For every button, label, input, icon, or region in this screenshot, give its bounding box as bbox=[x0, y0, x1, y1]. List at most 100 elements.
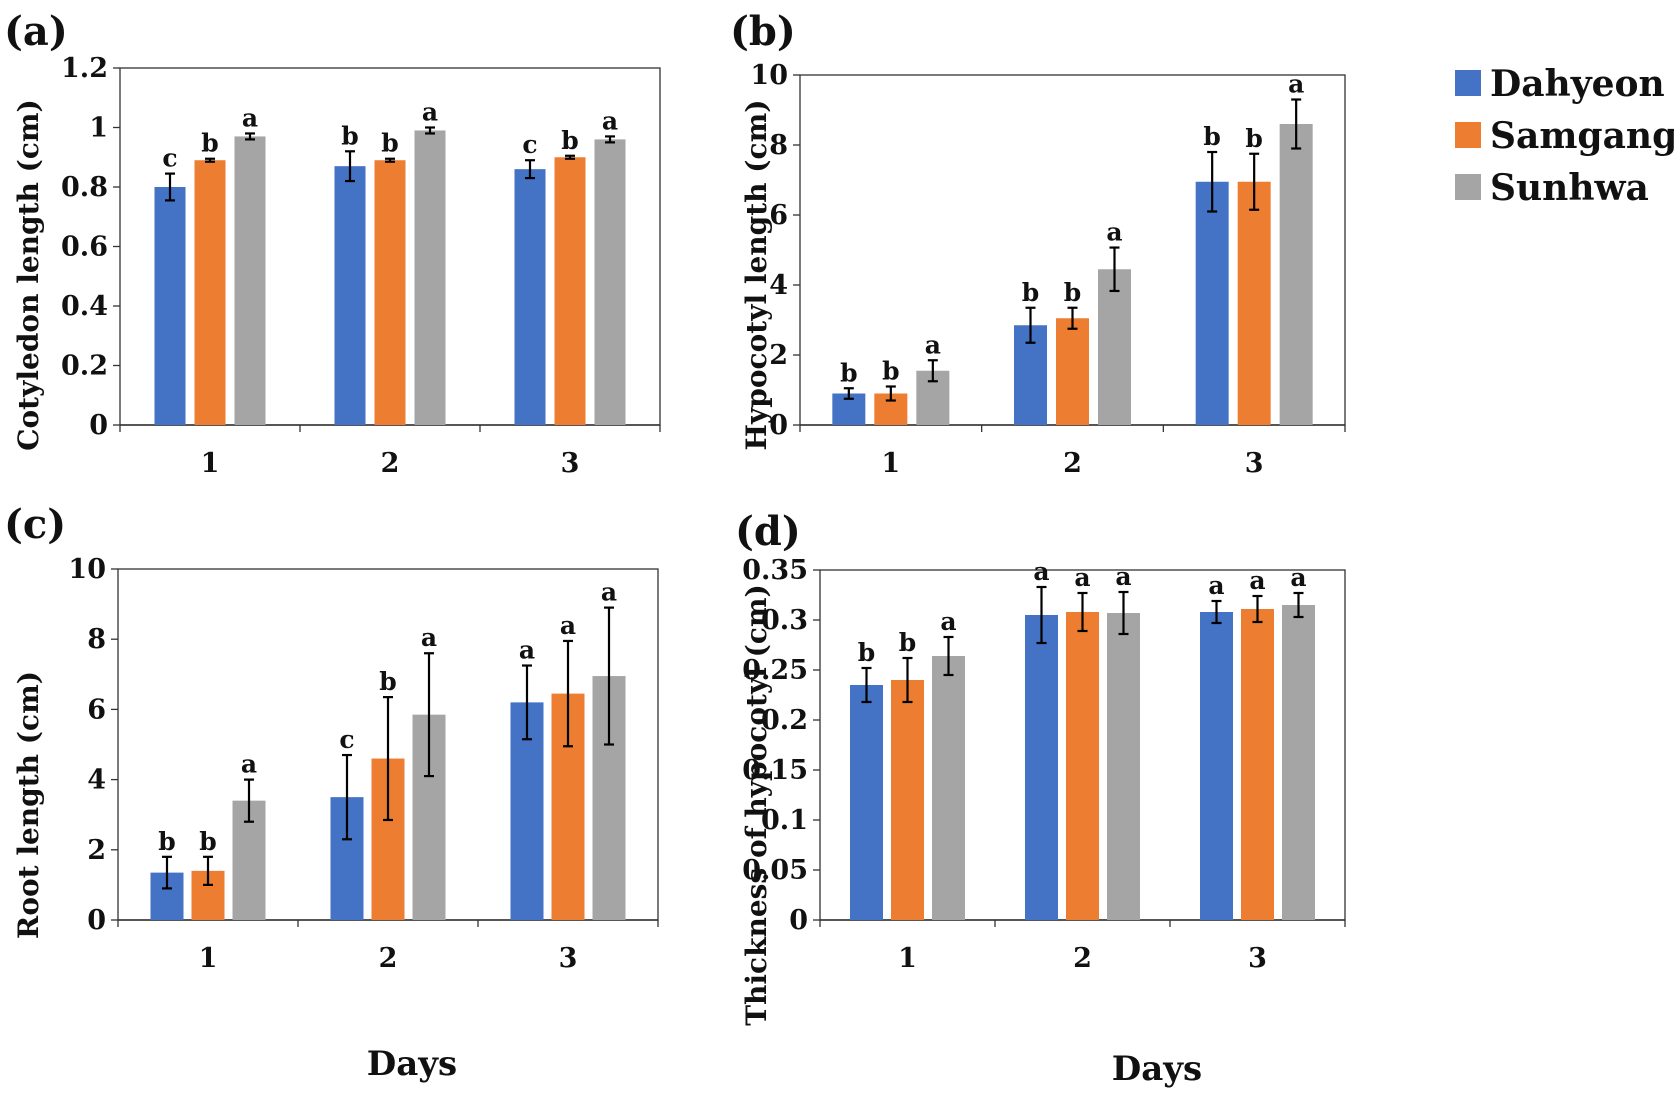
x-tick-label: 2 bbox=[1073, 943, 1092, 974]
significance-letter: b bbox=[379, 667, 396, 696]
significance-letter: c bbox=[162, 144, 177, 173]
y-tick-label: 0 bbox=[87, 905, 106, 936]
significance-letter: a bbox=[940, 607, 956, 636]
legend-label-samgang: Samgang bbox=[1490, 115, 1674, 157]
y-tick-label: 10 bbox=[750, 60, 788, 91]
bar-dahyeon bbox=[1200, 612, 1233, 920]
significance-letter: a bbox=[1115, 562, 1131, 591]
legend-swatch-sunhwa bbox=[1455, 174, 1481, 200]
bar-dahyeon bbox=[334, 166, 366, 426]
significance-letter: a bbox=[1106, 218, 1122, 247]
x-tick-label: 1 bbox=[199, 943, 218, 974]
y-tick-label: 10 bbox=[68, 554, 106, 585]
y-tick-label: 0 bbox=[89, 410, 108, 441]
y-tick-label: 0.8 bbox=[61, 172, 108, 203]
bar-samgang bbox=[1241, 609, 1274, 920]
significance-letter: b bbox=[341, 121, 358, 150]
bar-samgang bbox=[1066, 612, 1099, 920]
y-tick-label: 0.1 bbox=[761, 805, 808, 836]
significance-letter: b bbox=[199, 827, 216, 856]
legend-label-sunhwa: Sunhwa bbox=[1490, 167, 1649, 209]
panel-label-c: (c) bbox=[4, 501, 66, 548]
y-tick-label: 4 bbox=[87, 765, 106, 796]
bar-samgang bbox=[374, 160, 406, 425]
significance-letter: b bbox=[1022, 278, 1039, 307]
y-tick-label: 8 bbox=[87, 624, 106, 655]
legend-label-dahyeon: Dahyeon bbox=[1490, 63, 1665, 105]
legend-swatch-samgang bbox=[1455, 122, 1481, 148]
x-tick-label: 3 bbox=[559, 943, 578, 974]
significance-letter: a bbox=[241, 750, 257, 779]
y-tick-label: 0.05 bbox=[742, 855, 808, 886]
significance-letter: a bbox=[925, 330, 941, 359]
significance-letter: a bbox=[1249, 566, 1265, 595]
bar-sunhwa bbox=[234, 136, 266, 426]
y-axis-title-c: Root length (cm) bbox=[12, 671, 45, 939]
significance-letter: b bbox=[158, 827, 175, 856]
y-tick-label: 0 bbox=[789, 905, 808, 936]
bar-sunhwa bbox=[414, 130, 446, 425]
significance-letter: b bbox=[201, 129, 218, 158]
significance-letter: b bbox=[1203, 122, 1220, 151]
y-axis-title-a: Cotyledon length (cm) bbox=[12, 99, 45, 451]
x-tick-label: 2 bbox=[1063, 448, 1082, 479]
y-tick-label: 2 bbox=[87, 835, 106, 866]
significance-letter: a bbox=[560, 611, 576, 640]
x-tick-label: 2 bbox=[379, 943, 398, 974]
y-tick-label: 6 bbox=[87, 694, 106, 725]
significance-letter: a bbox=[1208, 571, 1224, 600]
significance-letter: a bbox=[519, 636, 535, 665]
bar-samgang bbox=[1237, 181, 1271, 425]
bar-sunhwa bbox=[1282, 605, 1315, 920]
significance-letter: b bbox=[1245, 124, 1262, 153]
significance-letter: a bbox=[421, 623, 437, 652]
y-tick-label: 4 bbox=[769, 270, 788, 301]
significance-letter: b bbox=[882, 357, 899, 386]
significance-letter: a bbox=[422, 98, 438, 127]
y-tick-label: 0.15 bbox=[742, 755, 808, 786]
legend: Dahyeon Samgang Sunhwa bbox=[1455, 63, 1674, 209]
y-tick-label: 0.25 bbox=[742, 655, 808, 686]
x-tick-label: 1 bbox=[898, 943, 917, 974]
y-tick-label: 0.6 bbox=[61, 232, 108, 263]
significance-letter: b bbox=[381, 129, 398, 158]
x-tick-label: 3 bbox=[561, 448, 580, 479]
significance-letter: b bbox=[840, 358, 857, 387]
legend-swatch-dahyeon bbox=[1455, 70, 1481, 96]
y-tick-label: 0.2 bbox=[61, 351, 108, 382]
y-tick-label: 0.3 bbox=[761, 605, 808, 636]
bar-dahyeon bbox=[1025, 615, 1058, 920]
y-tick-label: 8 bbox=[769, 130, 788, 161]
panel-label-a: (a) bbox=[4, 8, 68, 55]
bar-samgang bbox=[554, 157, 586, 425]
bar-sunhwa bbox=[1279, 124, 1313, 425]
bar-sunhwa bbox=[932, 656, 965, 920]
significance-letter: a bbox=[1074, 563, 1090, 592]
x-tick-label: 3 bbox=[1248, 943, 1267, 974]
significance-letter: b bbox=[858, 638, 875, 667]
bar-sunhwa bbox=[594, 139, 626, 425]
significance-letter: a bbox=[602, 106, 618, 135]
y-tick-label: 0.4 bbox=[61, 291, 108, 322]
panel-label-b: (b) bbox=[730, 8, 796, 55]
y-tick-label: 0 bbox=[769, 410, 788, 441]
x-axis-title-d: Days bbox=[1112, 1049, 1202, 1089]
significance-letter: b bbox=[561, 126, 578, 155]
significance-letter: a bbox=[601, 578, 617, 607]
significance-letter: a bbox=[1288, 70, 1304, 99]
bar-samgang bbox=[1056, 318, 1089, 425]
significance-letter: a bbox=[1290, 563, 1306, 592]
bar-dahyeon bbox=[1195, 181, 1229, 425]
y-tick-label: 2 bbox=[769, 340, 788, 371]
bar-dahyeon bbox=[514, 169, 546, 425]
y-tick-label: 0.35 bbox=[742, 555, 808, 586]
x-tick-label: 3 bbox=[1245, 448, 1264, 479]
x-axis-title-c: Days bbox=[367, 1044, 457, 1084]
x-tick-label: 2 bbox=[381, 448, 400, 479]
